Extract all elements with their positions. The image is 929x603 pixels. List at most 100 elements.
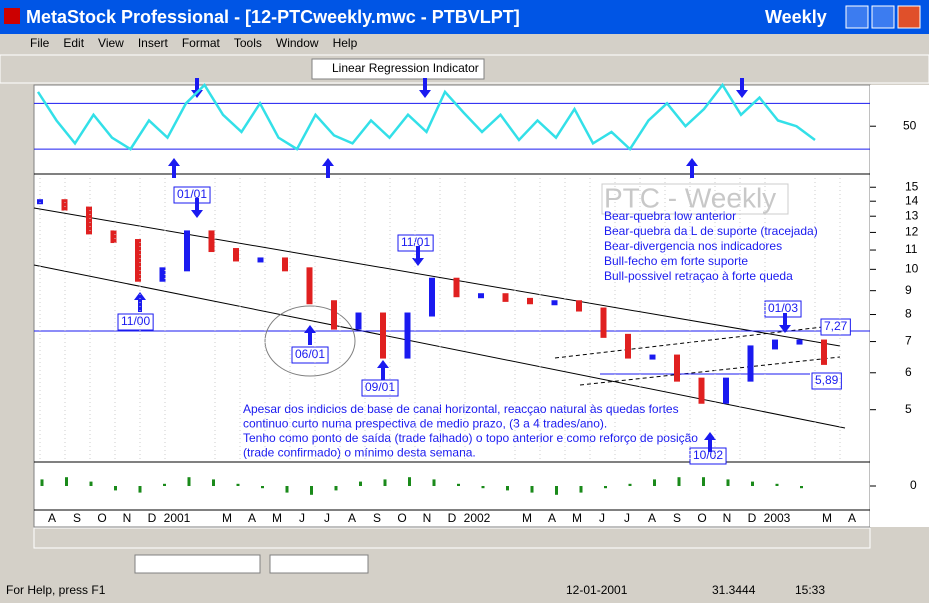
candle bbox=[698, 377, 705, 404]
line-style[interactable] bbox=[134, 554, 261, 574]
x-tick-label: M bbox=[822, 511, 832, 525]
comment-line: Tenho como ponto de saída (trade falhado… bbox=[243, 431, 698, 445]
osc-bar bbox=[212, 479, 215, 486]
marker-label: 11/00 bbox=[121, 314, 150, 328]
osc-bar bbox=[187, 477, 191, 486]
x-tick-label: O bbox=[697, 511, 706, 525]
scrollbar[interactable] bbox=[33, 527, 871, 549]
comment-line: Apesar dos indicios de base de canal hor… bbox=[243, 402, 679, 416]
marker-box bbox=[117, 313, 154, 331]
osc-bar bbox=[163, 483, 166, 486]
marker-box bbox=[291, 346, 329, 364]
candle bbox=[208, 230, 215, 253]
title-bar bbox=[0, 0, 929, 34]
menu-item[interactable]: File bbox=[30, 36, 50, 50]
status-bar bbox=[0, 580, 929, 603]
x-tick-label: N bbox=[423, 511, 432, 525]
arrow bbox=[779, 313, 791, 333]
x-tick-label: M bbox=[272, 511, 282, 525]
candle bbox=[257, 257, 264, 263]
x-tick-label: S bbox=[673, 511, 681, 525]
x-tick-label: A bbox=[348, 511, 356, 525]
candle bbox=[61, 199, 68, 211]
x-tick-label: M bbox=[222, 511, 232, 525]
y-tick-label: 8 bbox=[905, 307, 912, 321]
menu-item[interactable]: Help bbox=[333, 36, 358, 50]
marker-label: 10/02 bbox=[693, 448, 723, 462]
window-buttons[interactable] bbox=[845, 5, 921, 29]
markers: 01/01 11/01 11/00 06/01 09/01 01/03 10/02 7,27 5… bbox=[117, 186, 851, 465]
menu-item[interactable]: Format bbox=[182, 36, 221, 50]
candle bbox=[233, 248, 239, 262]
status-date: 12-01-2001 bbox=[566, 583, 628, 597]
osc-bar bbox=[334, 486, 338, 491]
arrow bbox=[736, 78, 748, 98]
arrow bbox=[377, 360, 389, 380]
title-box bbox=[601, 183, 789, 215]
arrow bbox=[686, 158, 698, 178]
maximize[interactable] bbox=[871, 5, 895, 29]
candle bbox=[747, 345, 754, 382]
menu-item[interactable]: Window bbox=[276, 36, 319, 50]
menu-item[interactable]: View bbox=[98, 36, 124, 50]
marker-box bbox=[820, 318, 851, 336]
y-tick-label: 6 bbox=[905, 365, 912, 379]
osc-bar bbox=[628, 483, 632, 486]
minimize[interactable] bbox=[845, 5, 869, 29]
osc-bar bbox=[604, 486, 607, 489]
close[interactable] bbox=[897, 5, 921, 29]
comment-line: (trade confirmado) o mínimo desta semana… bbox=[243, 446, 476, 460]
candle bbox=[527, 297, 533, 305]
x-tick-label: D bbox=[748, 511, 757, 525]
note: Bull-fecho em forte suporte bbox=[604, 254, 748, 268]
x-tick-label: J bbox=[324, 511, 330, 525]
candle bbox=[723, 377, 729, 404]
y-tick-label: 50 bbox=[903, 118, 917, 132]
osc-bar bbox=[285, 486, 289, 493]
comment: Apesar dos indicios de base de canal hor… bbox=[243, 402, 698, 460]
x-tick-label: D bbox=[448, 511, 457, 525]
candle bbox=[86, 206, 92, 235]
app-icon bbox=[4, 8, 20, 24]
arrow bbox=[191, 198, 203, 218]
x-tick-label: J bbox=[624, 511, 630, 525]
marker-label: 09/01 bbox=[365, 380, 395, 394]
candle bbox=[135, 239, 141, 282]
arrow bbox=[419, 78, 431, 98]
candle bbox=[600, 307, 607, 338]
osc-bar bbox=[457, 483, 460, 486]
window-title: MetaStock Professional - [12-PTCweekly.m… bbox=[26, 7, 520, 27]
osc-bar bbox=[65, 477, 68, 486]
candle bbox=[453, 277, 460, 298]
x-tick-label: M bbox=[572, 511, 582, 525]
indicator-line bbox=[36, 82, 816, 152]
x-tick-label: 2003 bbox=[764, 511, 791, 525]
menu-item[interactable]: Insert bbox=[138, 36, 169, 50]
comment-line: continuo curto numa prespectiva de medio… bbox=[243, 417, 607, 431]
x-tick-label: O bbox=[397, 511, 406, 525]
menu-item[interactable]: Edit bbox=[63, 36, 84, 50]
y-tick-label: 11 bbox=[905, 242, 918, 256]
x-tick-label: A bbox=[648, 511, 656, 525]
x-tick-label: O bbox=[97, 511, 106, 525]
osc-bar bbox=[751, 481, 754, 486]
line-width[interactable] bbox=[269, 554, 369, 574]
note: Bull-possivel retraçao à forte queda bbox=[604, 269, 793, 283]
x-tick-label: A bbox=[548, 511, 556, 525]
candle bbox=[625, 333, 631, 359]
osc-bar bbox=[726, 479, 730, 486]
candle bbox=[159, 267, 166, 282]
candle bbox=[576, 300, 582, 312]
arrow bbox=[704, 432, 716, 452]
osc-bar bbox=[261, 486, 264, 489]
y-tick-label: 15 bbox=[905, 179, 919, 193]
note: Bear-quebra low anterior bbox=[604, 209, 736, 223]
arrow bbox=[412, 246, 424, 266]
menu-item[interactable]: Tools bbox=[234, 36, 262, 50]
osc-bar bbox=[138, 486, 142, 493]
indicator-select[interactable] bbox=[311, 58, 485, 80]
marker-label: 5,89 bbox=[815, 373, 839, 387]
x-tick-label: A bbox=[248, 511, 256, 525]
y-tick-label: 14 bbox=[905, 193, 919, 207]
x-tick-label: M bbox=[522, 511, 532, 525]
